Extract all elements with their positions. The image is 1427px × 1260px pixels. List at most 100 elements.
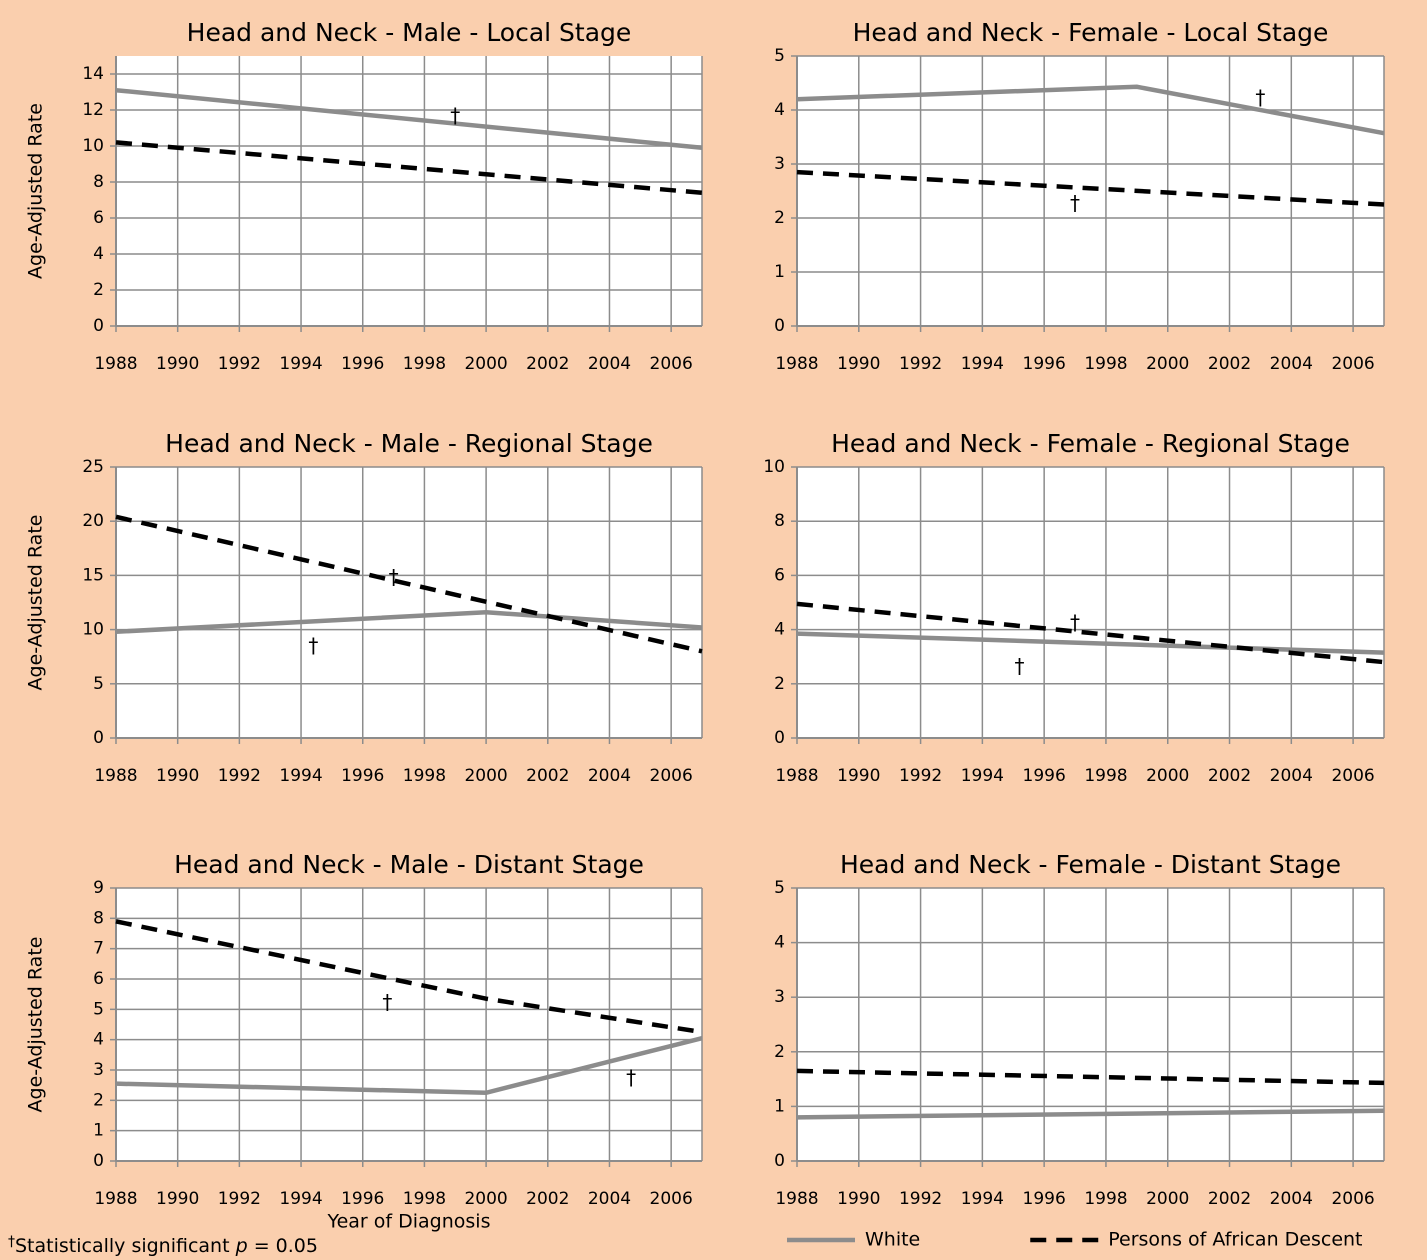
significance-mark: † [626, 1066, 636, 1090]
plot-area [116, 467, 702, 738]
y-axis-title: Age-Adjusted Rate [25, 937, 47, 1113]
y-tick-label: 10 [82, 136, 104, 156]
y-tick-label: 2 [93, 280, 104, 300]
x-tick-label: 2002 [526, 1189, 569, 1209]
plot-area [797, 467, 1384, 738]
y-tick-label: 0 [93, 728, 104, 748]
legend-label: White [865, 1229, 920, 1251]
x-tick-label: 2000 [464, 766, 507, 786]
x-tick-label: 2002 [526, 766, 569, 786]
series-line [796, 601, 1385, 665]
y-tick-label: 25 [82, 457, 104, 477]
y-tick-label: 0 [93, 316, 104, 336]
chart-title: Head and Neck - Female - Regional Stage [831, 429, 1350, 458]
x-tick-label: 1990 [837, 354, 880, 374]
x-tick-label: 1996 [341, 1189, 384, 1209]
y-tick-label: 3 [93, 1060, 104, 1080]
y-axis-title: Age-Adjusted Rate [25, 515, 47, 691]
x-tick-label: 2004 [588, 1189, 631, 1209]
y-tick-label: 3 [774, 154, 785, 174]
y-tick-label: 6 [774, 565, 785, 585]
y-axis-title: Age-Adjusted Rate [25, 103, 47, 279]
series-line [796, 631, 1385, 655]
y-tick-label: 4 [774, 933, 785, 953]
y-tick-label: 10 [82, 620, 104, 640]
x-tick-label: 2006 [650, 1189, 693, 1209]
y-tick-label: 5 [93, 999, 104, 1019]
footnote-symbol: p [235, 1235, 248, 1257]
x-tick-label: 1988 [775, 766, 818, 786]
x-tick-label: 2002 [1208, 1189, 1251, 1209]
x-tick-label: 2002 [1208, 354, 1251, 374]
series-line [115, 514, 703, 654]
y-tick-label: 20 [82, 511, 104, 531]
y-tick-label: 15 [82, 565, 104, 585]
x-tick-label: 1998 [1084, 354, 1127, 374]
x-tick-label: 2006 [650, 354, 693, 374]
series-line [115, 610, 703, 635]
significance-mark: † [450, 104, 460, 128]
x-tick-label: 1998 [1084, 1189, 1127, 1209]
series-line [115, 140, 703, 196]
x-tick-label: 2002 [1208, 766, 1251, 786]
y-tick-label: 14 [82, 64, 104, 84]
legend-label: Persons of African Descent [1108, 1229, 1362, 1251]
x-tick-label: 2002 [526, 354, 569, 374]
x-tick-label: 2000 [464, 354, 507, 374]
x-tick-label: 1990 [156, 766, 199, 786]
x-tick-label: 2006 [1331, 1189, 1374, 1209]
x-tick-label: 1990 [837, 1189, 880, 1209]
x-tick-label: 2006 [1331, 354, 1374, 374]
y-tick-label: 5 [774, 878, 785, 898]
x-tick-label: 1988 [775, 354, 818, 374]
chart-title: Head and Neck - Male - Distant Stage [174, 850, 644, 879]
chart-title: Head and Neck - Male - Local Stage [187, 18, 632, 47]
y-tick-label: 1 [774, 262, 785, 282]
x-tick-label: 1990 [837, 766, 880, 786]
x-tick-label: 1998 [403, 1189, 446, 1209]
chart-title: Head and Neck - Female - Distant Stage [840, 850, 1341, 879]
y-tick-label: 10 [763, 457, 785, 477]
x-tick-label: 1988 [775, 1189, 818, 1209]
x-tick-label: 1992 [899, 354, 942, 374]
x-tick-label: 2000 [1146, 354, 1189, 374]
x-tick-label: 1998 [403, 354, 446, 374]
footnote: †Statistically significant p = 0.05 [8, 1234, 318, 1257]
x-tick-label: 1992 [899, 766, 942, 786]
x-tick-label: 2004 [1270, 354, 1313, 374]
significance-mark: † [389, 565, 399, 589]
x-tick-label: 1996 [1023, 1189, 1066, 1209]
x-tick-label: 1996 [341, 354, 384, 374]
x-tick-label: 1988 [94, 1189, 137, 1209]
y-tick-label: 2 [774, 1042, 785, 1062]
series-line [115, 1035, 703, 1096]
plot-area [797, 888, 1384, 1161]
y-tick-label: 4 [93, 1030, 104, 1050]
significance-mark: † [1070, 611, 1080, 635]
y-tick-label: 5 [774, 46, 785, 66]
x-tick-label: 1994 [961, 1189, 1004, 1209]
y-tick-label: 1 [93, 1121, 104, 1141]
x-tick-label: 1992 [218, 354, 261, 374]
x-tick-label: 2004 [1270, 766, 1313, 786]
series-line [115, 919, 703, 1035]
x-tick-label: 2000 [464, 1189, 507, 1209]
y-tick-label: 0 [774, 316, 785, 336]
y-tick-label: 4 [93, 244, 104, 264]
series-line [796, 169, 1385, 207]
y-tick-label: 6 [93, 208, 104, 228]
x-tick-label: 1998 [1084, 766, 1127, 786]
x-tick-label: 1994 [961, 766, 1004, 786]
y-tick-label: 3 [774, 987, 785, 1007]
x-tick-label: 1996 [341, 766, 384, 786]
x-tick-label: 1994 [279, 766, 322, 786]
y-tick-label: 6 [93, 969, 104, 989]
x-tick-label: 1988 [94, 766, 137, 786]
series-line [796, 84, 1385, 136]
series-line [115, 87, 703, 151]
x-axis-title: Year of Diagnosis [327, 1211, 491, 1233]
y-tick-label: 8 [93, 172, 104, 192]
x-tick-label: 1988 [94, 354, 137, 374]
x-tick-label: 1996 [1023, 766, 1066, 786]
